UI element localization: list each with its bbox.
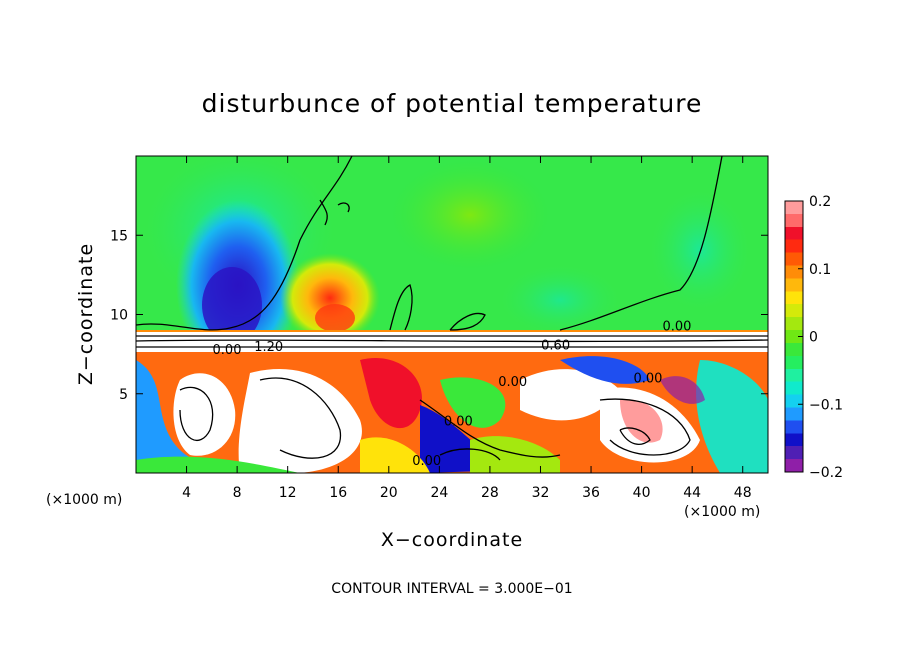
contour-label: 0.00 xyxy=(663,319,692,334)
y-tick-label: 10 xyxy=(110,308,128,324)
contour-label: 0.00 xyxy=(498,375,527,390)
x-axis-ticks: 4 8 12 16 20 24 28 32 36 40 44 48 xyxy=(182,156,752,501)
x-tick-label: 44 xyxy=(683,485,701,501)
x-tick-label: 12 xyxy=(279,485,297,501)
x-tick-label: 4 xyxy=(182,485,191,501)
contour-label: 0.60 xyxy=(541,338,570,353)
contour-label: 0.00 xyxy=(412,454,441,469)
contour-label: 0.00 xyxy=(213,343,242,358)
x-tick-label: 8 xyxy=(233,485,242,501)
colorbar-tick-label: −0.2 xyxy=(809,465,843,481)
y-tick-label: 5 xyxy=(119,387,128,403)
chart-title: disturbunce of potential temperature xyxy=(202,89,703,118)
contour-labels: 0.00 1.20 0.00 0.60 0.00 0.00 0.00 0.00 xyxy=(213,319,692,469)
x-tick-label: 20 xyxy=(380,485,398,501)
x-axis-unit: (×1000 m) xyxy=(684,504,760,520)
x-tick-label: 48 xyxy=(734,485,752,501)
contour-label: 0.00 xyxy=(444,414,473,429)
contour-lines xyxy=(136,156,768,461)
x-tick-label: 16 xyxy=(329,485,347,501)
colorbar-tick-label: 0.1 xyxy=(809,262,831,278)
colorbar-ticks: 0.2 0.1 0 −0.1 −0.2 xyxy=(798,194,843,481)
x-tick-label: 24 xyxy=(430,485,448,501)
heatmap-field xyxy=(136,156,768,473)
x-tick-label: 40 xyxy=(633,485,651,501)
x-axis-label: X−coordinate xyxy=(381,529,523,551)
colorbar-tick-label: 0.2 xyxy=(809,194,831,210)
colorbar-tick-label: 0 xyxy=(809,330,818,346)
x-tick-label: 32 xyxy=(532,485,550,501)
y-tick-label: 15 xyxy=(110,228,128,244)
colorbar-tick-label: −0.1 xyxy=(809,397,843,413)
y-axis-label: Z−coordinate xyxy=(75,243,97,385)
y-axis-unit: (×1000 m) xyxy=(46,492,122,508)
x-tick-label: 36 xyxy=(582,485,600,501)
contour-label: 0.00 xyxy=(633,372,662,387)
contour-label: 1.20 xyxy=(254,340,283,355)
contour-interval-note: CONTOUR INTERVAL = 3.000E−01 xyxy=(331,581,572,597)
x-tick-label: 28 xyxy=(481,485,499,501)
colorbar: 0.2 0.1 0 −0.1 −0.2 xyxy=(784,194,843,481)
y-axis-ticks: 5 10 15 xyxy=(110,228,768,403)
